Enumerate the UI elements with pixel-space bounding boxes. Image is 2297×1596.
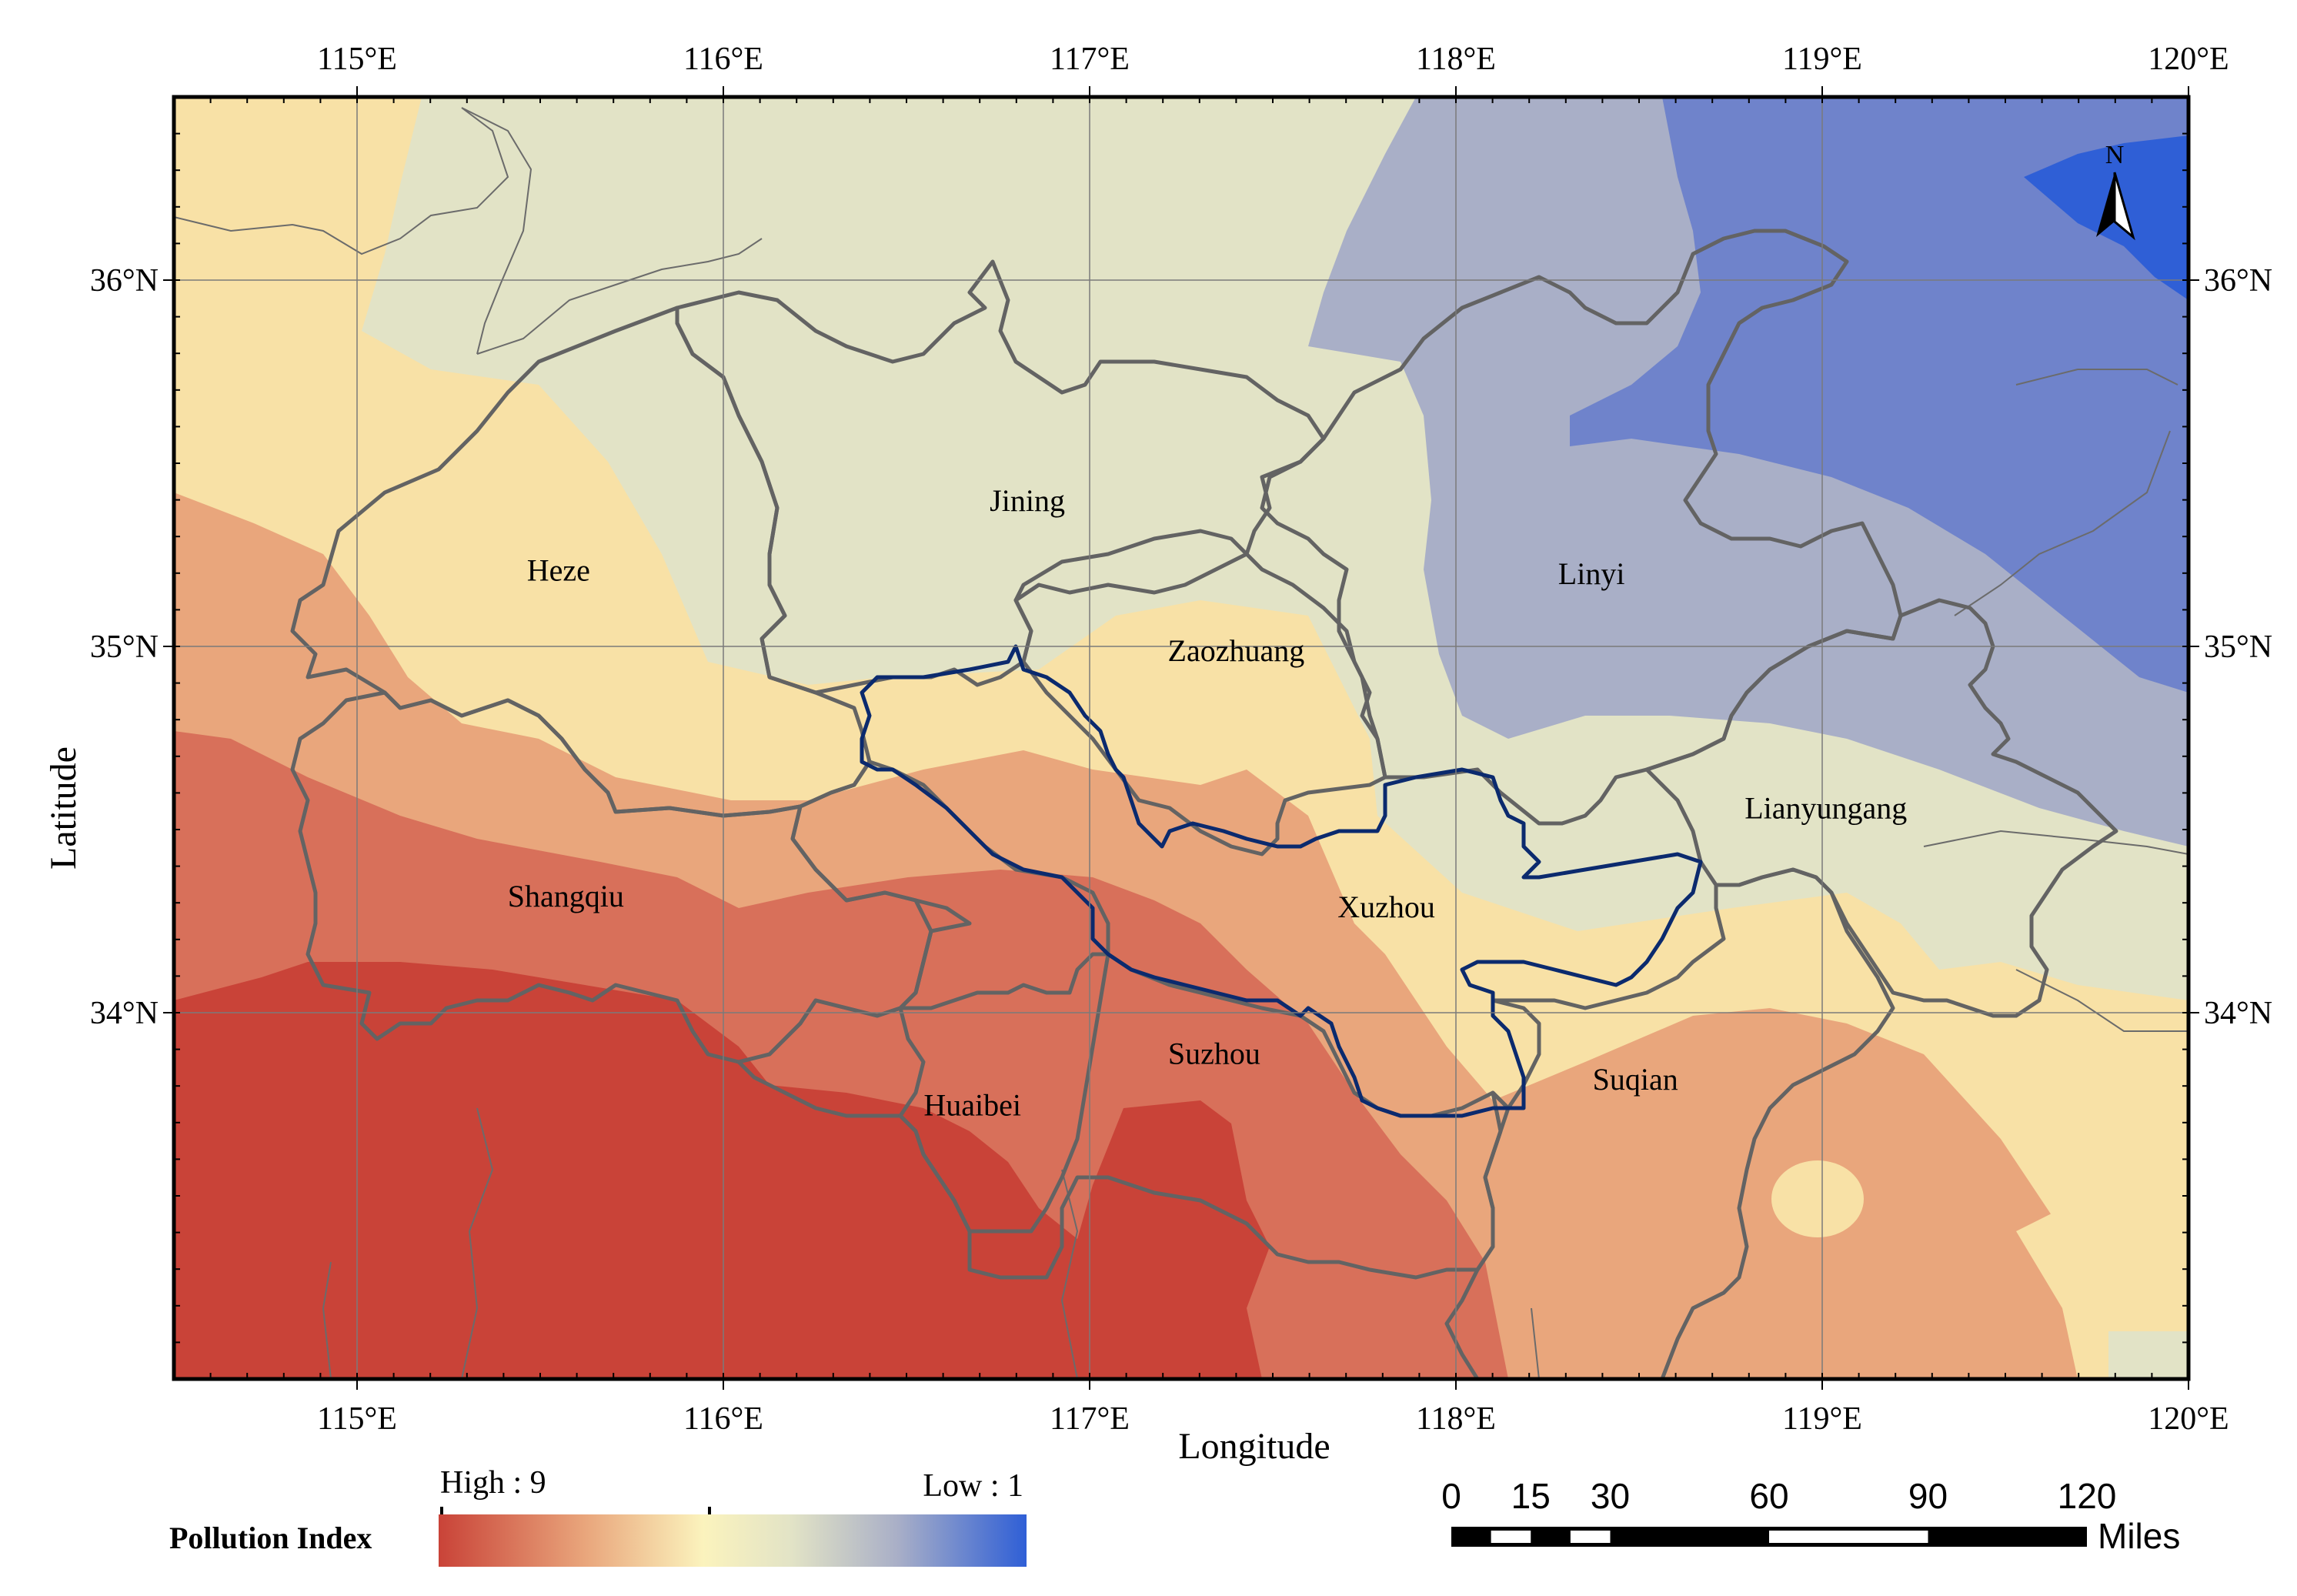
- city-label-suqian: Suqian: [1593, 1062, 1678, 1097]
- lat-tick-label-left: 35°N: [90, 629, 159, 665]
- map-frame: [172, 95, 2191, 1381]
- lon-tick-label-bottom: 118°E: [1416, 1401, 1496, 1437]
- city-label-huaibei: Huaibei: [923, 1087, 1021, 1122]
- scale-bar-tick-label: 90: [1908, 1476, 1948, 1516]
- lon-tick-label-bottom: 115°E: [317, 1401, 397, 1437]
- city-label-jining: Jining: [990, 483, 1065, 518]
- scale-bar-tick-label: 120: [2058, 1476, 2117, 1516]
- lat-tick-label-right: 34°N: [2204, 996, 2272, 1031]
- lianyungang-boundary: [1644, 598, 2118, 1018]
- city-label-xuzhou: Xuzhou: [1337, 890, 1435, 924]
- scale-bar-tick-label: 60: [1749, 1476, 1788, 1516]
- scale-bar-tick-label: 15: [1511, 1476, 1551, 1516]
- legend: High : 9 Low : 1 Pollution Index: [169, 1465, 1027, 1567]
- city-label-suzhou: Suzhou: [1168, 1037, 1260, 1071]
- suqian-boundary: [1444, 867, 1895, 1379]
- city-label-linyi: Linyi: [1558, 556, 1625, 591]
- lon-tick-label-top: 118°E: [1416, 42, 1496, 77]
- lat-tick-label-right: 36°N: [2204, 263, 2272, 299]
- lat-tick-label-left: 36°N: [90, 263, 159, 299]
- zone-low: [1570, 97, 2188, 693]
- north-arrow-label: N: [2105, 141, 2125, 169]
- north-arrow-icon: [2096, 172, 2115, 237]
- city-label-zaozhuang: Zaozhuang: [1168, 633, 1305, 668]
- minor-boundaries: [174, 107, 2188, 1379]
- lon-tick-label-bottom: 117°E: [1050, 1401, 1130, 1437]
- lon-tick-label-bottom: 120°E: [2148, 1401, 2229, 1437]
- lat-tick-label-right: 35°N: [2204, 629, 2272, 665]
- tick-labels: 115°E 115°E 116°E 116°E 117°E 117°E 118°E 118°E…: [90, 42, 2272, 1437]
- lon-tick-label-bottom: 116°E: [683, 1401, 763, 1437]
- scale-bar-segment: [1570, 1531, 1611, 1543]
- y-axis-label: Latitude: [43, 746, 84, 870]
- lon-tick-label-top: 116°E: [683, 42, 763, 77]
- city-label-heze: Heze: [527, 553, 590, 587]
- x-axis-label: Longitude: [1178, 1426, 1330, 1467]
- scale-bar-segment: [1769, 1531, 1928, 1543]
- scale-bar-unit: Miles: [2098, 1516, 2180, 1556]
- lon-tick-label-bottom: 119°E: [1782, 1401, 1862, 1437]
- lat-tick-label-left: 34°N: [90, 996, 159, 1031]
- zone-mid-spot: [1771, 1160, 1864, 1237]
- zaozhuang-boundary: [1013, 529, 1387, 856]
- city-labels: Heze Jining Linyi Zaozhuang Lianyungang Shang…: [508, 483, 1908, 1122]
- xuzhou-boundary: [860, 644, 1703, 1118]
- lon-tick-label-top: 119°E: [1782, 42, 1862, 77]
- scale-bar-segment: [1491, 1531, 1531, 1543]
- scale-bar-tick-label: 30: [1591, 1476, 1630, 1516]
- linyi-boundary: [1260, 229, 1903, 826]
- north-arrow: N: [2096, 141, 2135, 241]
- lon-tick-label-top: 117°E: [1050, 42, 1130, 77]
- huaibei-boundary: [898, 898, 1110, 1234]
- city-label-lianyungang: Lianyungang: [1744, 791, 1907, 826]
- lon-tick-label-top: 120°E: [2148, 42, 2229, 77]
- graticule: [174, 97, 2188, 1379]
- legend-title: Pollution Index: [169, 1521, 372, 1555]
- scale-bar-tick-label: 0: [1441, 1476, 1461, 1516]
- legend-high-label: High : 9: [440, 1465, 546, 1501]
- legend-gradient-bar: [439, 1514, 1027, 1567]
- city-label-shangqiu: Shangqiu: [508, 879, 624, 913]
- pollution-raster: [174, 97, 2188, 1379]
- zone-mid-low-se: [2108, 1331, 2188, 1379]
- frame-ticks: [163, 86, 2199, 1390]
- legend-low-label: Low : 1: [923, 1468, 1023, 1504]
- lon-tick-label-top: 115°E: [317, 42, 397, 77]
